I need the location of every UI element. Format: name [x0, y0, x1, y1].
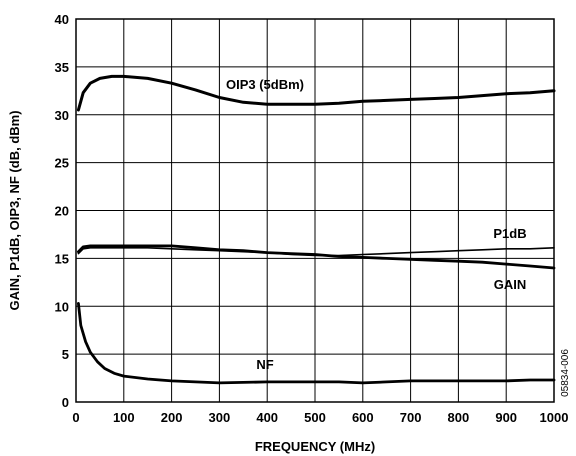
x-tick-labels: 0 100 200 300 400 500 600 700 800 900 1000 [72, 410, 568, 425]
series-line-2 [77, 244, 556, 270]
y-tick-label: 35 [55, 60, 69, 75]
y-tick-label: 0 [62, 395, 69, 410]
series-labels: OIP3 (5dBm) P1dB GAIN NF [226, 77, 527, 372]
y-tick-label: 5 [62, 347, 69, 362]
y-tick-label: 25 [55, 156, 69, 171]
curves [76, 74, 556, 385]
series-label-1: P1dB [493, 226, 526, 241]
x-tick-label: 600 [352, 410, 374, 425]
x-tick-label: 0 [72, 410, 79, 425]
series-line-0 [76, 74, 556, 112]
figure-id: 05834-006 [560, 349, 571, 397]
x-tick-label: 100 [113, 410, 135, 425]
series-line-3 [77, 302, 556, 385]
x-tick-label: 200 [161, 410, 183, 425]
x-tick-label: 500 [304, 410, 326, 425]
series-label-0: OIP3 (5dBm) [226, 77, 304, 92]
series-label-2: GAIN [494, 277, 527, 292]
y-tick-labels: 0 5 10 15 20 25 30 35 40 [55, 12, 69, 410]
x-tick-label: 400 [256, 410, 278, 425]
y-axis-label: GAIN, P1dB, OIP3, NF (dB, dBm) [7, 110, 22, 310]
grid [76, 19, 554, 402]
y-tick-label: 30 [55, 108, 69, 123]
x-tick-label: 700 [400, 410, 422, 425]
plot-frame [75, 18, 555, 403]
x-tick-label: 800 [448, 410, 470, 425]
y-tick-label: 15 [55, 251, 69, 266]
x-tick-label: 1000 [540, 410, 569, 425]
x-axis-label: FREQUENCY (MHz) [255, 439, 375, 454]
x-tick-label: 300 [209, 410, 231, 425]
y-tick-label: 20 [55, 204, 69, 219]
x-tick-label: 900 [495, 410, 517, 425]
y-tick-label: 40 [55, 12, 69, 27]
y-tick-label: 10 [55, 299, 69, 314]
series-label-3: NF [256, 357, 273, 372]
